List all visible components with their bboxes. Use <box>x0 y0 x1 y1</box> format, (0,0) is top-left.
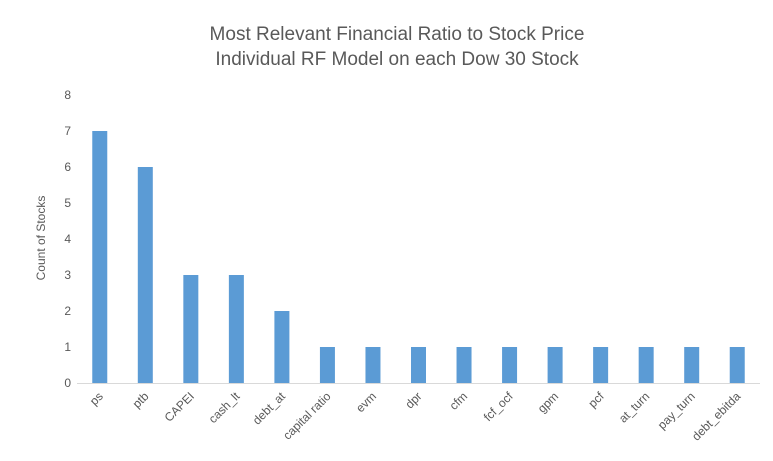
y-tick-label: 4 <box>64 232 71 246</box>
bar-dpr <box>411 347 426 383</box>
bar-cash-lt <box>228 275 244 383</box>
x-tick-label: dpr <box>402 389 424 411</box>
bar-evm <box>365 347 381 383</box>
bar-pay-turn <box>684 347 700 383</box>
x-tick-label: cash_lt <box>206 389 243 426</box>
bar-fcf-ocf <box>502 347 518 383</box>
y-tick-label: 5 <box>64 196 71 210</box>
bar-capei <box>183 275 199 383</box>
x-tick-label: gpm <box>535 389 561 415</box>
chart-title-line-1: Most Relevant Financial Ratio to Stock P… <box>210 24 585 45</box>
x-tick-label: CAPEI <box>162 389 197 424</box>
x-tick-label: cfm <box>447 389 471 413</box>
x-tick-label: ps <box>87 389 106 408</box>
x-tick-label: pcf <box>586 389 608 411</box>
x-tick-label: ptb <box>130 389 152 411</box>
x-tick-label: at_turn <box>616 389 652 425</box>
x-tick-label: debt_ebitda <box>689 389 743 443</box>
y-axis-title: Count of Stocks <box>34 196 48 281</box>
y-tick-label: 1 <box>64 340 71 354</box>
chart-title-line-2: Individual RF Model on each Dow 30 Stock <box>215 49 579 70</box>
bar-debt-at <box>274 311 290 383</box>
bar-ps <box>92 131 108 383</box>
bar-pcf <box>593 347 609 383</box>
bars <box>92 131 745 383</box>
bar-capital-ratio <box>319 347 335 383</box>
bar-gpm <box>547 347 563 383</box>
y-tick-label: 6 <box>64 160 71 174</box>
x-tick-label: debt_at <box>250 389 289 428</box>
bar-debt-ebitda <box>729 347 745 383</box>
x-tick-label: evm <box>353 389 379 415</box>
y-tick-label: 7 <box>64 124 71 138</box>
y-tick-label: 3 <box>64 268 71 282</box>
x-tick-label: fcf_ocf <box>481 389 516 424</box>
y-tick-label: 2 <box>64 304 71 318</box>
y-tick-label: 0 <box>64 376 71 390</box>
bar-ptb <box>137 167 153 383</box>
bar-cfm <box>456 347 472 383</box>
x-tick-label: capital ratio <box>280 389 334 443</box>
y-tick-label: 8 <box>64 88 71 102</box>
bar-at-turn <box>638 347 654 383</box>
y-tick-labels: 0 1 2 3 4 5 6 7 8 <box>64 88 71 390</box>
x-tick-label: pay_turn <box>655 389 698 432</box>
